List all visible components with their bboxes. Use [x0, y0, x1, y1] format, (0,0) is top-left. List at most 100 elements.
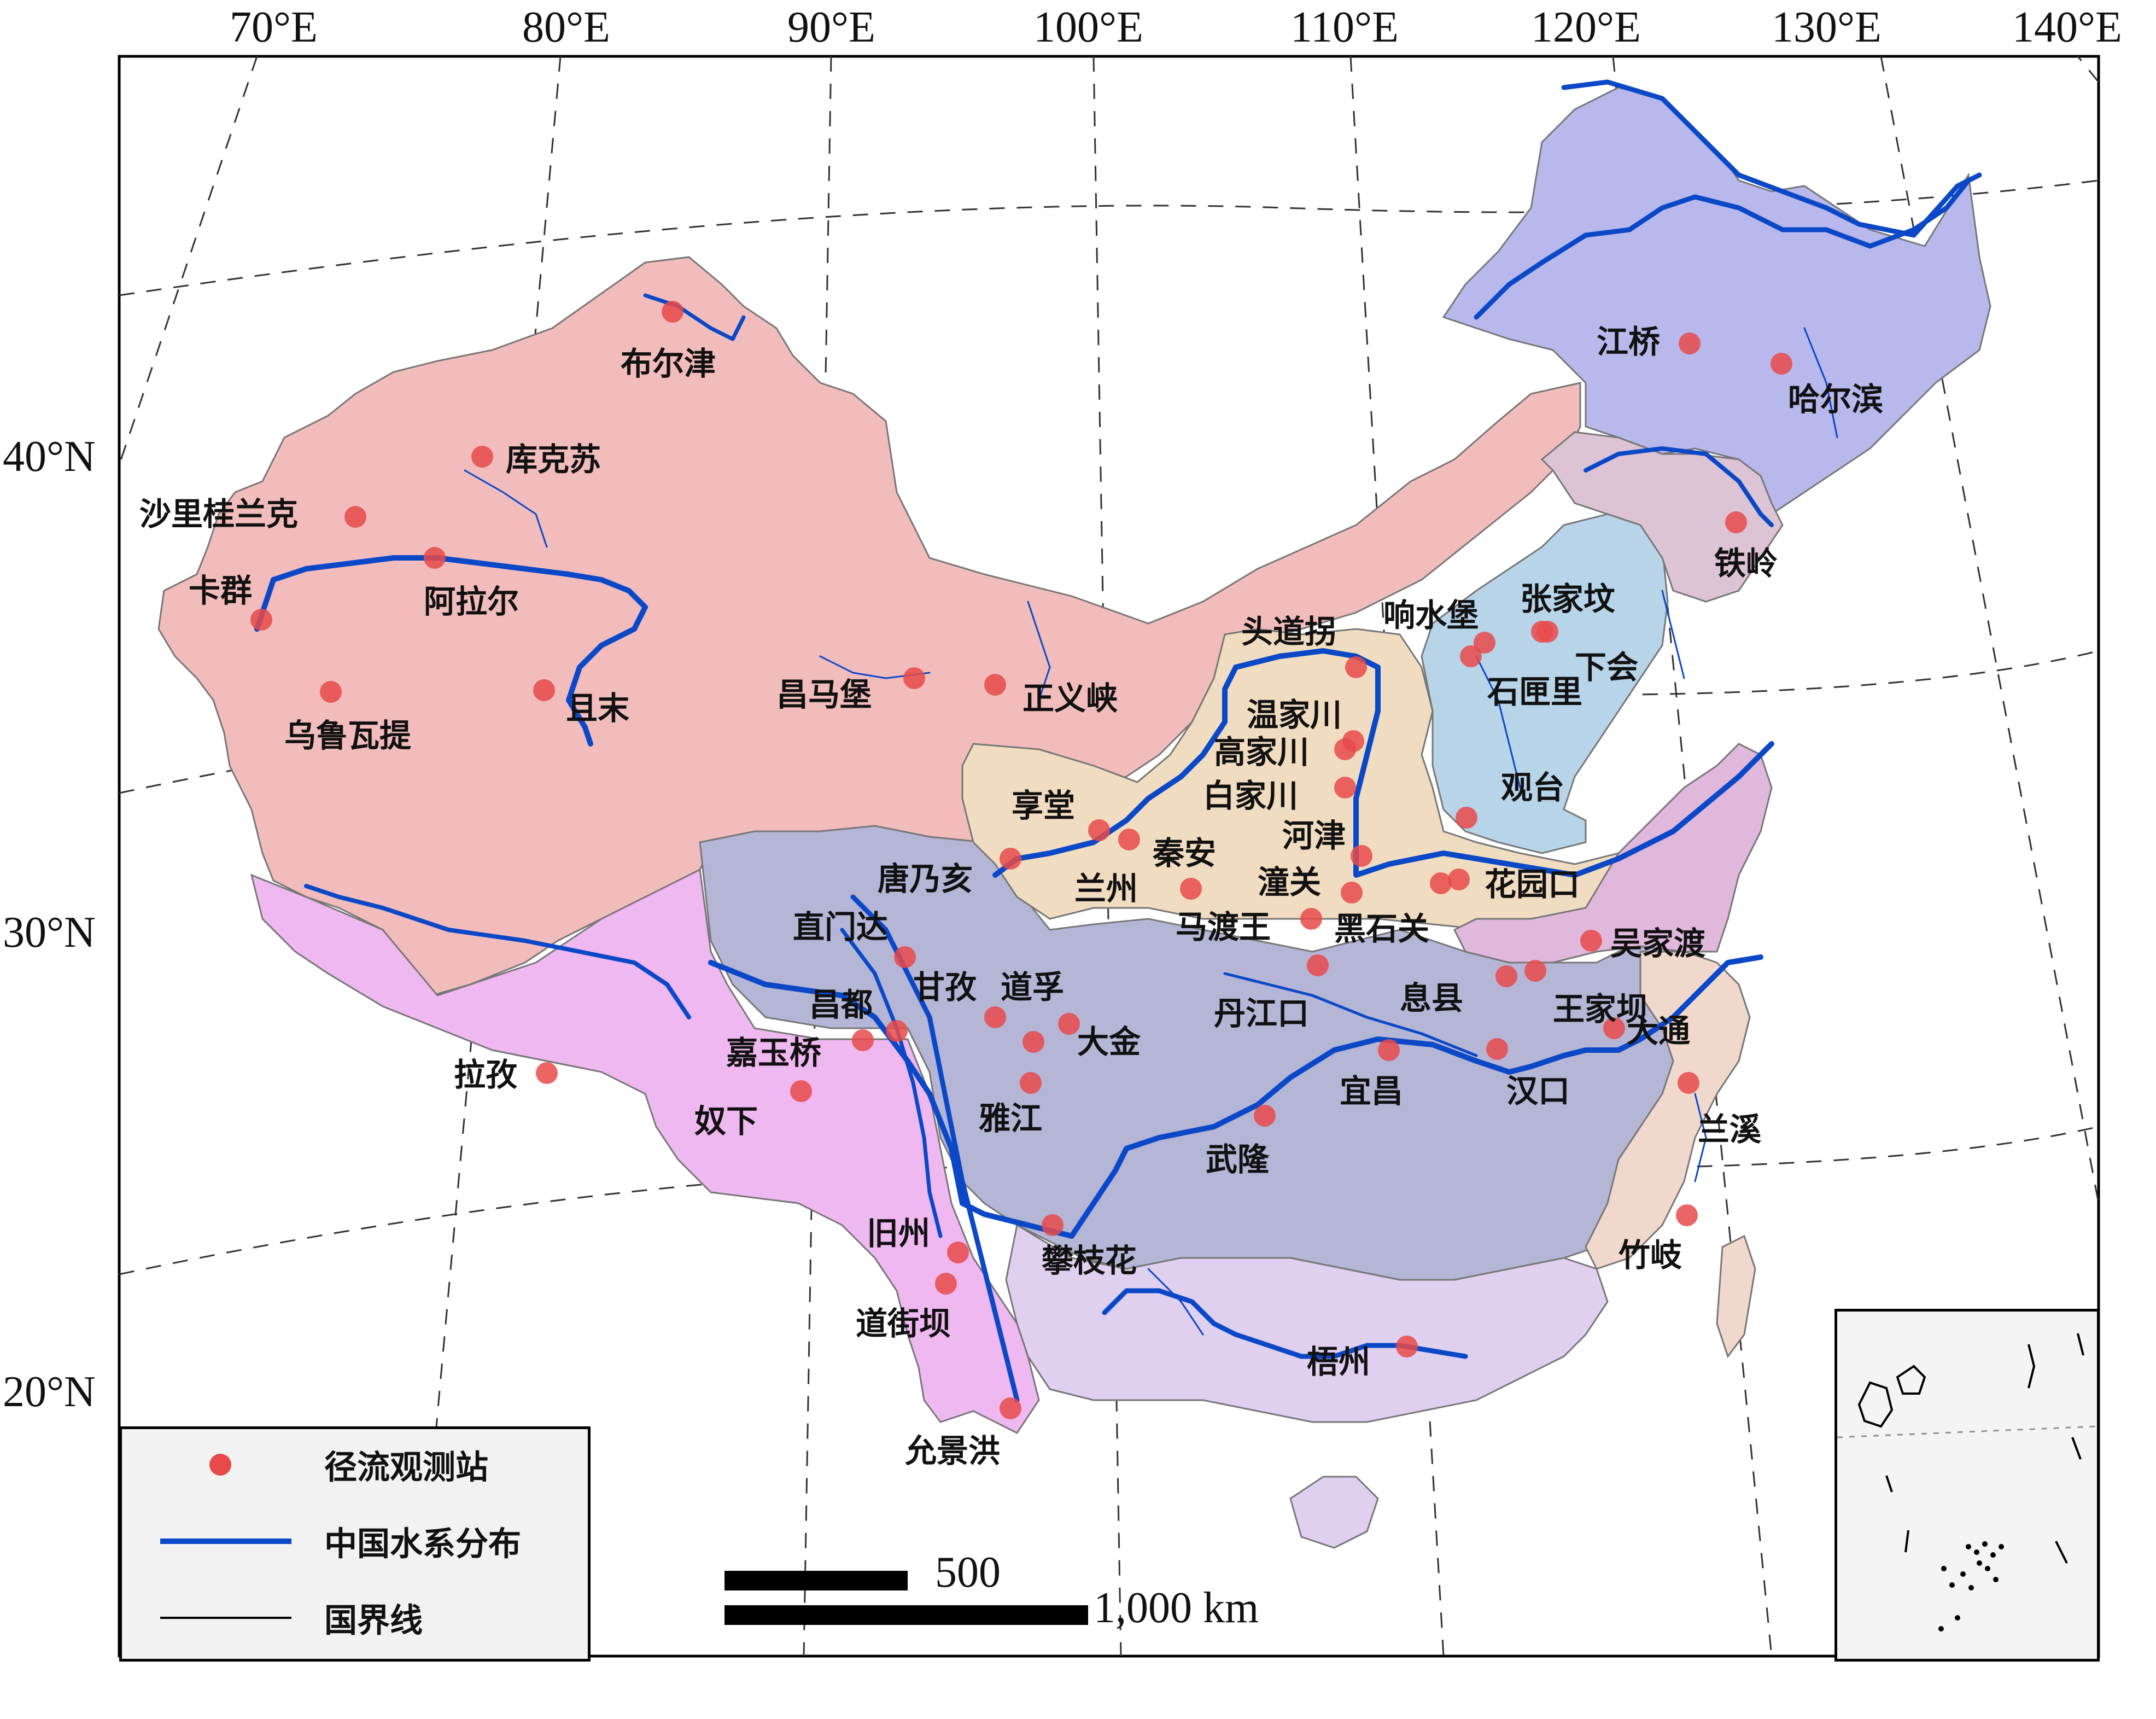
- drainage-basins: [157, 86, 1991, 1549]
- station-marker: [1020, 1072, 1042, 1094]
- station-label: 丹江口: [1214, 995, 1310, 1032]
- basin-songliao: [1442, 86, 1991, 516]
- station-label: 吴家渡: [1610, 925, 1706, 962]
- station-label: 白家川: [1203, 777, 1299, 814]
- station-marker: [1460, 645, 1482, 667]
- legend-border-line-icon: [160, 1617, 291, 1619]
- station-label: 卡群: [189, 572, 253, 609]
- basin-haihe: [1421, 513, 1669, 854]
- station-marker: [1396, 1336, 1418, 1357]
- station-marker: [1580, 930, 1602, 952]
- minor-river-3: [1027, 601, 1051, 701]
- station-label: 温家川: [1247, 696, 1342, 733]
- station-label: 大通: [1627, 1012, 1691, 1050]
- station-label: 直门达: [793, 908, 889, 946]
- station-marker: [1676, 1204, 1698, 1226]
- station-label: 兰州: [1074, 870, 1138, 907]
- axis-lon-80: 80°E: [522, 3, 610, 51]
- minor-river-1: [464, 469, 548, 548]
- station-label: 库克苏: [506, 441, 601, 478]
- station-marker: [935, 1273, 957, 1295]
- station-label: 花园口: [1485, 866, 1580, 903]
- inset-map: [1837, 1333, 2097, 1631]
- station-marker: [903, 667, 925, 689]
- axis-lat-20: 20°N: [3, 1368, 96, 1416]
- minor-river-4: [1475, 655, 1521, 789]
- scale-bar: [724, 1571, 1088, 1625]
- axis-lon-90: 90°E: [787, 3, 875, 51]
- station-label: 铁岭: [1714, 545, 1778, 582]
- station-label: 阿拉尔: [424, 583, 519, 620]
- station-label: 石匣里: [1487, 673, 1583, 710]
- station-label: 享堂: [1012, 787, 1076, 824]
- station-marker: [1495, 965, 1517, 987]
- station-marker: [1771, 353, 1792, 375]
- station-label: 潼关: [1258, 864, 1322, 901]
- station-marker: [1088, 819, 1110, 841]
- yellow-river: [992, 648, 1774, 878]
- basin-hainan: [1289, 1476, 1379, 1549]
- station-label: 雅江: [979, 1100, 1043, 1137]
- station-marker: [1334, 777, 1356, 799]
- station-label: 且末: [566, 690, 630, 727]
- legend-label-border: 国界线: [324, 1601, 423, 1640]
- station-label: 梧州: [1307, 1343, 1371, 1380]
- station-marker: [1345, 656, 1367, 678]
- basin-southwest: [250, 868, 1040, 1434]
- station-label: 兰溪: [1698, 1111, 1762, 1148]
- station-label: 竹岐: [1619, 1237, 1682, 1274]
- station-marker: [1180, 878, 1202, 900]
- legend-row-station: 径流观测站: [122, 1440, 588, 1489]
- minor-river-7: [1147, 1268, 1204, 1336]
- legend: 径流观测站 中国水系分布 国界线: [119, 1426, 591, 1662]
- station-marker: [1378, 1039, 1400, 1061]
- station-marker: [1000, 848, 1021, 870]
- station-marker: [1042, 1214, 1064, 1236]
- axis-lon-140: 140°E: [2012, 3, 2122, 51]
- station-marker: [1678, 1072, 1699, 1094]
- station-marker: [984, 1006, 1006, 1028]
- legend-row-river: 中国水系分布: [122, 1517, 588, 1566]
- station-marker: [250, 609, 272, 631]
- basin-huaihe: [1453, 743, 1773, 964]
- station-label: 秦安: [1153, 835, 1217, 872]
- axis-lat-40: 40°N: [3, 433, 96, 481]
- station-marker: [1448, 869, 1470, 890]
- station-marker: [1058, 1013, 1080, 1035]
- liao-river: [1584, 446, 1774, 527]
- legend-label-station: 径流观测站: [324, 1448, 488, 1487]
- station-label: 汉口: [1506, 1073, 1570, 1110]
- station-marker: [894, 946, 916, 968]
- station-label: 奴下: [694, 1103, 758, 1140]
- nu-river: [840, 928, 943, 1238]
- station-label: 唐乃亥: [878, 860, 973, 898]
- station-marker: [1300, 908, 1322, 930]
- station-label: 黑石关: [1334, 910, 1430, 947]
- yarlung-river: [304, 884, 691, 1019]
- station-marker: [1254, 1105, 1276, 1127]
- legend-river-line-icon: [160, 1539, 291, 1544]
- station-marker: [662, 301, 683, 323]
- legend-station-dot-icon: [209, 1454, 231, 1476]
- minor-river-5: [1661, 590, 1685, 679]
- station-marker: [1341, 882, 1363, 904]
- station-label: 张家坟: [1520, 580, 1616, 617]
- station-marker: [1725, 511, 1747, 533]
- station-label: 乌鲁瓦提: [284, 717, 412, 754]
- station-label: 江桥: [1597, 323, 1661, 360]
- scale-bar-short: [724, 1571, 908, 1590]
- station-marker: [1118, 829, 1140, 850]
- station-label: 马渡王: [1176, 908, 1271, 946]
- station-marker: [344, 506, 366, 528]
- station-marker: [1524, 960, 1546, 982]
- station-marker: [1474, 632, 1495, 654]
- station-label: 武隆: [1206, 1141, 1270, 1178]
- station-label: 下会: [1575, 649, 1639, 686]
- heilongjiang-river: [1561, 79, 1982, 238]
- station-label: 大金: [1077, 1023, 1141, 1060]
- legend-label-river: 中国水系分布: [324, 1525, 521, 1564]
- station-marker: [1023, 1031, 1044, 1053]
- station-marker: [471, 446, 493, 468]
- basin-taiwan: [1716, 1234, 1756, 1359]
- station-marker: [320, 681, 342, 703]
